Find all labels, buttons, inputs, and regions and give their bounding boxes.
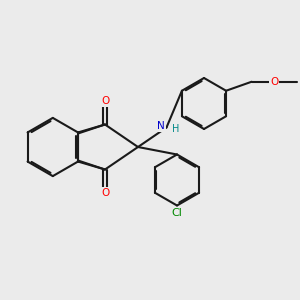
Text: O: O (101, 188, 109, 199)
Text: N: N (157, 121, 165, 131)
Text: O: O (270, 77, 278, 87)
Text: Cl: Cl (172, 208, 182, 218)
Text: H: H (172, 124, 180, 134)
Text: O: O (101, 95, 109, 106)
